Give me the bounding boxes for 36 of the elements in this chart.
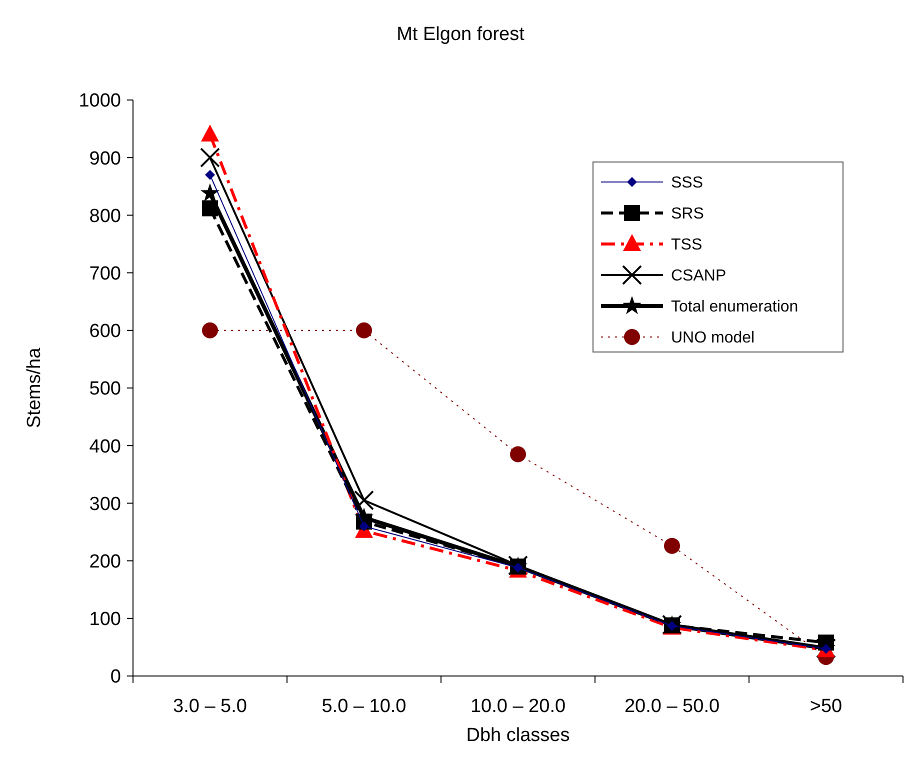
point [201, 124, 219, 142]
x-tick-label: 3.0 – 5.0 [173, 696, 247, 717]
y-tick-label: 700 [89, 263, 121, 284]
point [202, 322, 218, 338]
legend-label: CSANP [671, 268, 726, 285]
point [356, 322, 372, 338]
y-tick-label: 800 [89, 206, 121, 227]
y-tick-label: 0 [110, 666, 121, 688]
point [202, 200, 218, 216]
point [205, 170, 215, 180]
chart-title: Mt Elgon forest [396, 24, 526, 45]
y-tick-label: 100 [89, 609, 121, 630]
x-tick-label: 5.0 – 10.0 [322, 696, 406, 717]
legend-label: Total enumeration [671, 298, 798, 316]
point [200, 183, 220, 202]
y-tick-label: 300 [89, 494, 121, 515]
y-tick-label: 1000 [78, 90, 121, 112]
point [664, 538, 680, 554]
legend-label: TSS [671, 236, 702, 254]
x-axis-title: Dbh classes [466, 725, 570, 746]
y-tick-label: 200 [89, 551, 121, 572]
y-tick-label: 900 [89, 148, 121, 170]
point [200, 148, 220, 168]
legend-label: SSS [671, 174, 704, 192]
y-axis-title: Stems/ha [24, 347, 45, 428]
y-tick-label: 600 [89, 321, 121, 342]
point [354, 490, 374, 510]
point [821, 644, 831, 654]
y-tick-label: 500 [89, 378, 121, 400]
y-tick-label: 400 [89, 436, 121, 458]
x-tick-label: 20.0 – 50.0 [624, 696, 720, 717]
legend-label: SRS [671, 206, 704, 223]
x-tick-label: 10.0 – 20.0 [470, 696, 566, 717]
point [510, 446, 526, 462]
legend-label: UNO model [671, 330, 755, 347]
x-tick-label: >50 [810, 696, 842, 717]
